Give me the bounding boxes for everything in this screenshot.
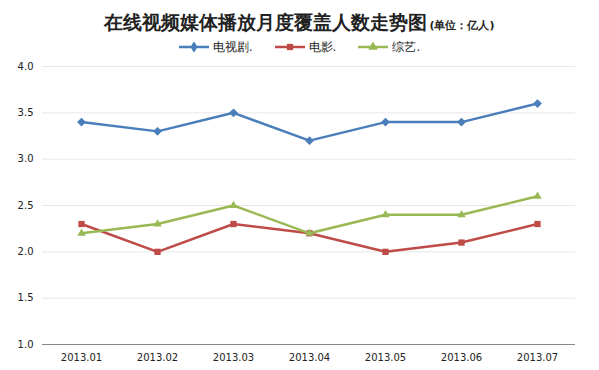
svg-text:1.0: 1.0 [18, 339, 34, 350]
html-text:在线视频媒体播放月度覆盖人数走势图(单位：亿人): 在线视频媒体播放月度覆盖人数走势图(单位：亿人) [104, 11, 495, 33]
svg-text:2013.05: 2013.05 [365, 352, 406, 363]
html-text:综艺.: 综艺. [392, 39, 421, 54]
svg-text:2013.04: 2013.04 [289, 352, 330, 363]
svg-text:4.0: 4.0 [18, 61, 34, 72]
svg-text:3.0: 3.0 [18, 153, 34, 164]
html-text:电视剧.: 电视剧. [212, 39, 253, 54]
svg-text:2013.03: 2013.03 [213, 352, 254, 363]
svg-text:2013.06: 2013.06 [441, 352, 482, 363]
html-text:电影.: 电影. [308, 39, 337, 54]
svg-text:2.5: 2.5 [18, 200, 34, 211]
svg-text:2.0: 2.0 [18, 246, 34, 257]
svg-text:2013.02: 2013.02 [137, 352, 178, 363]
svg-text:2013.07: 2013.07 [517, 352, 558, 363]
svg-text:3.5: 3.5 [18, 107, 34, 118]
svg-text:2013.01: 2013.01 [61, 352, 102, 363]
svg-text:1.5: 1.5 [18, 292, 34, 303]
